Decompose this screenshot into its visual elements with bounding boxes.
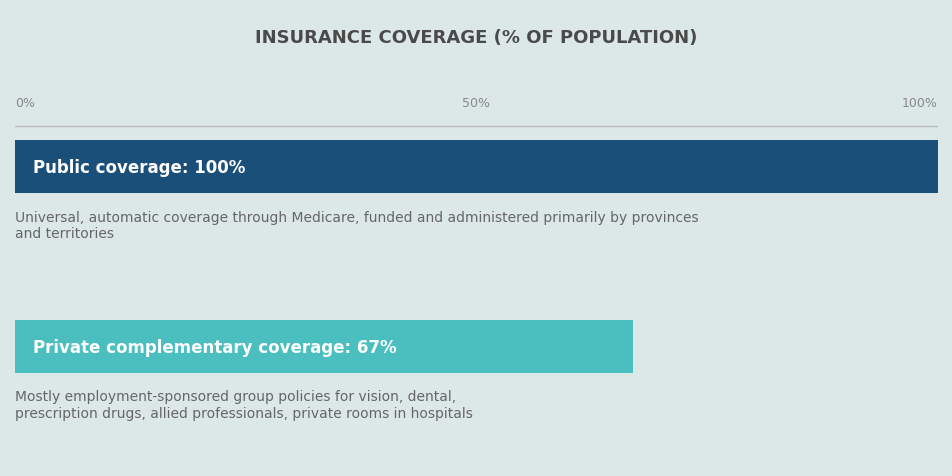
FancyBboxPatch shape bbox=[15, 141, 937, 194]
Text: 50%: 50% bbox=[462, 97, 490, 110]
Text: Private complementary coverage: 67%: Private complementary coverage: 67% bbox=[33, 338, 397, 356]
Text: 0%: 0% bbox=[15, 97, 35, 110]
Text: INSURANCE COVERAGE (% OF POPULATION): INSURANCE COVERAGE (% OF POPULATION) bbox=[255, 29, 697, 47]
FancyBboxPatch shape bbox=[15, 320, 633, 373]
Text: Mostly employment-sponsored group policies for vision, dental,
prescription drug: Mostly employment-sponsored group polici… bbox=[15, 390, 472, 420]
Text: Public coverage: 100%: Public coverage: 100% bbox=[33, 159, 246, 176]
Text: 100%: 100% bbox=[902, 97, 937, 110]
Text: Universal, automatic coverage through Medicare, funded and administered primaril: Universal, automatic coverage through Me… bbox=[15, 210, 698, 240]
